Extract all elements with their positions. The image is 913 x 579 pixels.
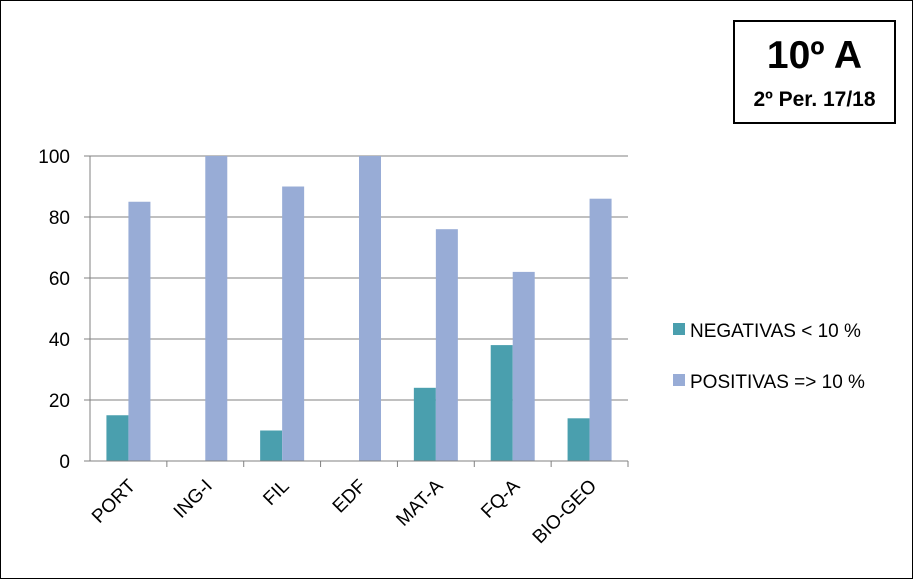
y-tick-label: 40 [49,330,70,351]
x-tick-label: MAT-A [392,475,447,530]
legend-label-positivas: POSITIVAS => 10 % [690,372,865,393]
bar-negativas-fq-a [490,345,513,461]
y-axis-ticks: 0 20 40 60 80 100 [38,147,90,473]
bar-positivas-ing-i [205,156,228,461]
chart-title: 10º A [766,34,863,77]
bar-positivas-fil [282,186,305,461]
y-tick-label: 0 [59,452,70,473]
y-tick-label: 80 [49,208,70,229]
y-tick-label: 20 [49,391,70,412]
legend-swatch-negativas [673,323,685,335]
x-axis-labels: PORT ING-I FIL EDF MAT-A FQ-A BIO-GEO [88,461,629,548]
x-tick-label: PORT [88,475,140,527]
bar-positivas-edf [359,156,381,461]
bar-negativas-bio-geo [567,418,590,461]
title-box: 10º A 2º Per. 17/18 [733,20,896,124]
x-tick-label: EDF [329,476,371,518]
bar-positivas-bio-geo [589,198,612,461]
bar-negativas-fil [260,430,283,461]
y-tick-label: 100 [38,147,70,168]
x-tick-label: FIL [259,476,293,510]
bar-positivas-port [128,201,151,461]
chart-subtitle: 2º Per. 17/18 [753,88,876,111]
legend-label-negativas: NEGATIVAS < 10 % [690,321,861,342]
legend: NEGATIVAS < 10 % POSITIVAS => 10 % [673,321,865,393]
bar-negativas-port [106,415,129,461]
bar-positivas-fq-a [512,271,535,461]
legend-swatch-positivas [673,374,685,386]
bar-positivas-mat-a [435,229,458,461]
x-tick-label: FQ-A [477,475,524,522]
x-tick-label: BIO-GEO [529,476,601,548]
bar-negativas-mat-a [413,387,436,461]
x-tick-label: ING-I [170,476,217,523]
bars [106,156,612,461]
y-tick-label: 60 [49,269,70,290]
